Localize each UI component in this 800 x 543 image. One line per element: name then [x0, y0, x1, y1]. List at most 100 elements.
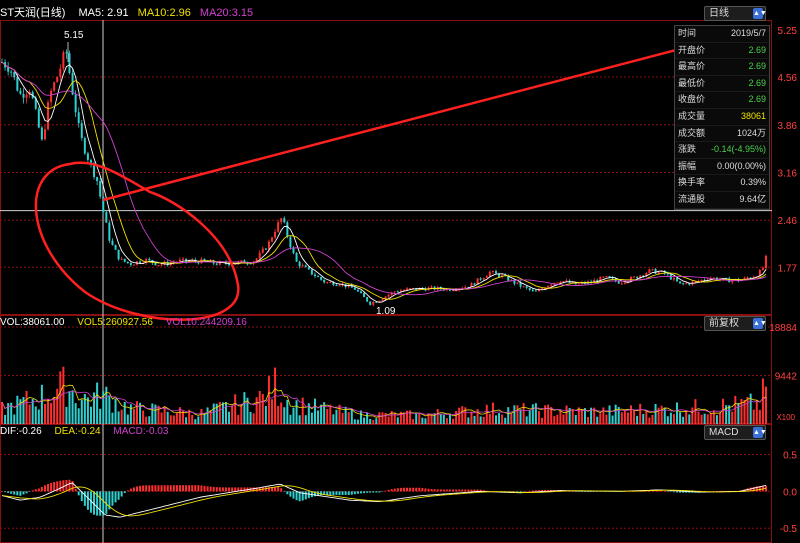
volume-bar: [341, 413, 344, 424]
macd-bar: [267, 487, 270, 492]
macd-bar: [482, 490, 485, 492]
period-select[interactable]: 日线 ▲▼: [704, 6, 767, 21]
vol5-label: VOL5:260927.56: [77, 317, 153, 328]
candle-body: [372, 301, 375, 305]
macd-bar: [571, 491, 574, 492]
candle-body: [304, 265, 307, 268]
macd-bar: [228, 487, 231, 492]
volume-bar: [715, 415, 718, 424]
grid-lines: [0, 20, 772, 543]
macd-bar: [31, 490, 34, 492]
volume-bar: [636, 415, 639, 424]
volume-bar: [571, 409, 574, 424]
volume-bar: [611, 415, 614, 424]
volume-bar: [277, 405, 280, 424]
volume-bar: [326, 408, 329, 424]
candle-body: [43, 129, 46, 140]
candle-body: [246, 263, 249, 265]
macd-bar: [412, 487, 415, 492]
macd-bar: [157, 485, 160, 492]
macd-bar: [132, 487, 135, 492]
volume-bar: [148, 416, 151, 424]
candle-body: [387, 294, 390, 297]
volume-bar: [234, 394, 237, 424]
vol5-line: [1, 384, 767, 418]
info-label: 最高价: [678, 61, 706, 72]
macd-bar: [415, 487, 418, 492]
macd-bar: [752, 486, 755, 492]
candle-body: [528, 287, 531, 290]
candle-body: [329, 282, 332, 284]
macd-bar: [301, 491, 304, 501]
candle-body: [550, 284, 553, 286]
macd-bar: [679, 491, 682, 493]
volume-bar: [209, 409, 212, 424]
adjust-select[interactable]: 前复权 ▲▼: [704, 316, 767, 331]
macd-bar: [10, 491, 13, 494]
macd-bar: [427, 488, 430, 492]
info-value: 2.69: [748, 94, 766, 105]
macd-bar: [676, 491, 679, 493]
macd-histogram: [1, 479, 767, 518]
macd-bar: [356, 491, 359, 494]
macd-bar: [436, 489, 439, 492]
vol-label: VOL:38061.00: [0, 317, 65, 328]
macd-bar: [243, 487, 246, 492]
candle-body: [283, 218, 286, 223]
candle-body: [19, 90, 22, 94]
info-label: 成交额: [678, 127, 706, 138]
macd-bar: [353, 491, 356, 495]
macd-bar: [169, 485, 172, 492]
macd-bar: [126, 490, 129, 492]
volume-bar: [366, 412, 369, 424]
candle-body: [642, 275, 645, 277]
candle-body: [455, 290, 458, 292]
volume-bar: [688, 414, 691, 424]
macd-bar: [758, 486, 761, 492]
macd-tick-label: 0.0: [783, 487, 797, 498]
macd-bar: [194, 485, 197, 492]
indicator-select[interactable]: MACD ▲▼: [704, 425, 767, 440]
candle-body: [102, 196, 105, 213]
adjust-select-label: 前复权: [709, 318, 739, 329]
volume-bar: [467, 417, 470, 424]
candle-body: [7, 67, 10, 72]
volume-bar: [669, 412, 672, 424]
dif-label: DIF:-0.26: [0, 426, 42, 437]
candle-body: [96, 177, 99, 182]
macd-bar: [277, 486, 280, 492]
volume-bar: [424, 418, 427, 424]
volume-bar: [697, 411, 700, 424]
volume-bar: [731, 411, 734, 424]
macd-bar: [602, 491, 605, 492]
info-label: 换手率: [678, 177, 706, 188]
volume-bar: [384, 412, 387, 424]
macd-bar: [175, 485, 178, 492]
macd-bar: [200, 485, 203, 492]
volume-bar: [470, 411, 473, 424]
volume-bar: [13, 414, 16, 424]
volume-bar: [65, 406, 68, 424]
volume-bar: [709, 412, 712, 424]
volume-bar: [83, 393, 86, 424]
volume-bar: [329, 404, 332, 424]
panel-frame: [0, 20, 772, 315]
candle-body: [117, 249, 120, 260]
macd-bar: [660, 490, 663, 492]
candle-body: [271, 237, 274, 242]
volume-bar: [743, 400, 746, 424]
macd-bar: [375, 491, 378, 493]
candle-body: [111, 240, 114, 245]
candle-body: [277, 222, 280, 232]
volume-bar: [10, 402, 13, 424]
info-label: 涨跌: [678, 144, 697, 155]
volume-bar: [292, 407, 295, 424]
macd-bar: [682, 491, 685, 493]
macd-bar: [669, 491, 672, 492]
volume-bar: [86, 397, 89, 424]
volume-bar: [96, 382, 99, 424]
volume-bar: [700, 414, 703, 424]
macd-bar: [237, 487, 240, 492]
volume-header: VOL:38061.00 VOL5:260927.56 VOL10:244209…: [0, 317, 247, 328]
